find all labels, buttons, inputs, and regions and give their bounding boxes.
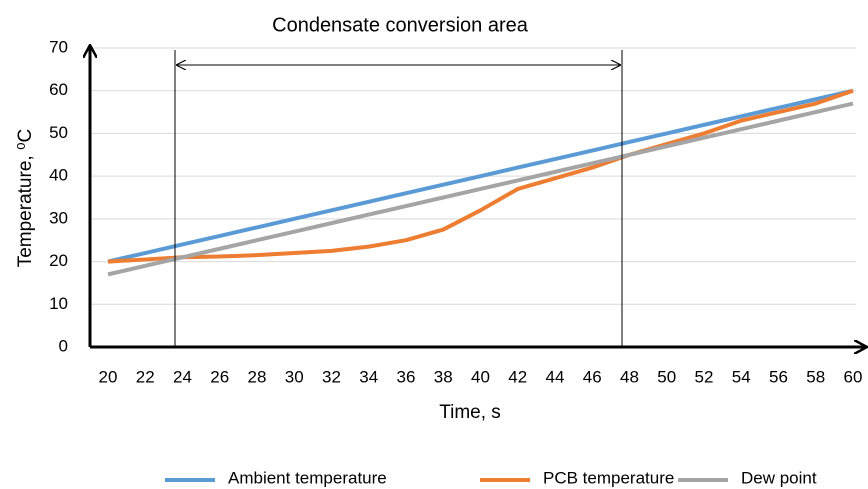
y-axis-label: Temperature, ⁰C: [15, 129, 36, 268]
legend-label: Dew point: [741, 468, 817, 487]
x-tick-label: 28: [248, 367, 267, 386]
x-tick-label: 36: [397, 367, 416, 386]
legend-label: PCB temperature: [543, 468, 674, 487]
x-tick-label: 34: [359, 367, 378, 386]
x-tick-label: 42: [508, 367, 527, 386]
x-tick-label: 24: [173, 367, 192, 386]
annotation: Condensate conversion area: [272, 14, 529, 36]
x-tick-label: 44: [546, 367, 565, 386]
x-tick-label: 46: [583, 367, 602, 386]
series-line: [107, 88, 854, 264]
x-axis-label: Time, s: [439, 402, 501, 423]
y-tick-label: 40: [49, 166, 68, 185]
x-tick-label: 40: [471, 367, 490, 386]
x-tick-label: 32: [322, 367, 341, 386]
x-tick-label: 52: [695, 367, 714, 386]
x-tick-label: 50: [657, 367, 676, 386]
y-tick-label: 60: [49, 80, 68, 99]
x-tick-label: 58: [806, 367, 825, 386]
x-tick-label: 54: [732, 367, 751, 386]
y-tick-label: 50: [49, 123, 68, 142]
y-tick-label: 0: [59, 336, 68, 355]
x-tick-label: 56: [769, 367, 788, 386]
x-tick-label: 30: [285, 367, 304, 386]
y-tick-label: 70: [49, 37, 68, 56]
y-tick-label: 20: [49, 251, 68, 270]
x-tick-label: 38: [434, 367, 453, 386]
series-line: [107, 88, 854, 264]
series-line: [107, 101, 854, 277]
x-tick-label: 22: [136, 367, 155, 386]
legend-label: Ambient temperature: [228, 468, 387, 487]
x-tick-label: 48: [620, 367, 639, 386]
x-tick-label: 26: [210, 367, 229, 386]
x-tick-label: 60: [844, 367, 863, 386]
y-tick-label: 10: [49, 294, 68, 313]
y-tick-label: 30: [49, 208, 68, 227]
x-tick-label: 20: [99, 367, 118, 386]
